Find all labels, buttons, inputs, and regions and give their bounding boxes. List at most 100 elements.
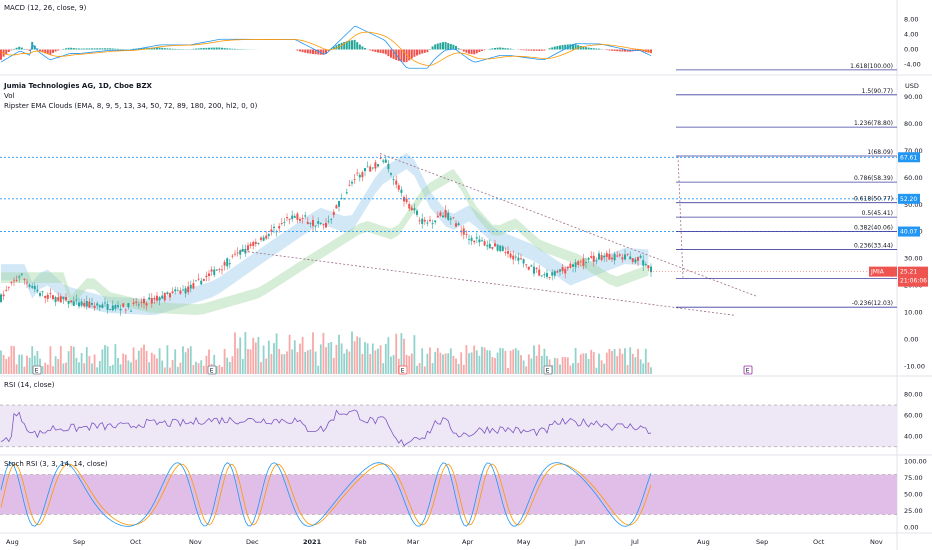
volume-bar xyxy=(423,366,426,374)
earnings-marker-box xyxy=(743,365,753,375)
candle-body xyxy=(205,275,208,278)
candle-body xyxy=(20,273,23,275)
earnings-marker-box xyxy=(398,365,408,375)
macd-histogram-bar xyxy=(317,49,320,55)
rsi-title[interactable]: RSI (14, close) xyxy=(4,381,55,389)
volume-bar xyxy=(616,356,619,374)
volume-bar xyxy=(59,346,62,374)
candle-body xyxy=(80,301,83,306)
candle-body xyxy=(26,282,28,284)
volume-bar xyxy=(234,332,236,374)
macd-histogram-bar xyxy=(452,44,455,50)
volume-bar xyxy=(384,343,387,374)
macd-histogram-bar xyxy=(494,48,496,50)
time-axis-tick: Jul xyxy=(630,538,639,546)
candle-body xyxy=(228,263,231,265)
candle-body xyxy=(535,267,538,269)
macd-histogram-bar xyxy=(49,49,52,55)
candle-body xyxy=(262,237,265,241)
volume-bar xyxy=(98,361,101,374)
candle-body xyxy=(577,261,580,266)
volume-bar xyxy=(504,350,507,374)
macd-histogram-bar xyxy=(358,44,361,50)
macd-histogram-bar xyxy=(533,49,535,51)
macd-histogram-bar xyxy=(496,47,499,50)
macd-histogram-bar xyxy=(400,49,403,62)
macd-histogram-bar xyxy=(335,45,338,50)
stoch-axis-tick: 75.00 xyxy=(904,474,923,482)
macd-histogram-bar xyxy=(522,49,525,51)
candle-body xyxy=(556,271,559,273)
candle-body xyxy=(5,290,8,291)
volume-title[interactable]: Vol xyxy=(4,92,15,100)
volume-bar xyxy=(361,353,364,374)
volume-bar xyxy=(582,353,585,374)
volume-bar xyxy=(215,366,218,374)
candle-body xyxy=(122,303,125,307)
candle-body xyxy=(265,235,268,239)
volume-bar xyxy=(608,348,611,374)
candle-body xyxy=(96,303,99,306)
volume-bar xyxy=(78,362,80,374)
volume-bar xyxy=(70,345,73,374)
candle-body xyxy=(46,294,49,299)
volume-bar xyxy=(483,347,486,374)
ema-clouds-title[interactable]: Ripster EMA Clouds (EMA, 8, 9, 5, 13, 34… xyxy=(4,102,258,110)
candle-body xyxy=(413,208,416,211)
volume-bar xyxy=(161,360,164,374)
volume-bar xyxy=(631,353,634,374)
macd-histogram-bar xyxy=(507,48,509,50)
macd-histogram-bar xyxy=(491,48,494,50)
candle-body xyxy=(15,280,18,281)
macd-histogram-bar xyxy=(314,49,317,55)
macd-histogram-bar xyxy=(551,47,554,50)
candle-body xyxy=(23,278,26,280)
volume-bar xyxy=(527,354,530,374)
candle-body xyxy=(561,267,564,272)
macd-histogram-bar xyxy=(143,48,145,50)
macd-histogram-bar xyxy=(39,49,41,51)
volume-bar xyxy=(564,357,567,374)
volume-bar xyxy=(306,350,309,374)
macd-histogram-bar xyxy=(306,49,309,54)
volume-bar xyxy=(348,351,351,374)
volume-bar xyxy=(75,357,78,374)
volume-bar xyxy=(418,363,421,374)
candle-body xyxy=(195,280,197,282)
candle-body xyxy=(364,168,366,172)
candle-body xyxy=(70,300,73,303)
volume-bar xyxy=(647,362,650,374)
candle-body xyxy=(512,255,515,260)
candle-body xyxy=(52,295,54,300)
volume-bar xyxy=(468,353,470,374)
volume-bar xyxy=(501,348,504,374)
volume-bar xyxy=(408,355,411,374)
volume-bar xyxy=(291,349,294,374)
earnings-marker-label: E xyxy=(210,368,214,375)
candle-body xyxy=(423,219,426,222)
macd-histogram-bar xyxy=(353,39,356,50)
macd-histogram-bar xyxy=(504,48,507,50)
macd-title[interactable]: MACD (12, 26, close, 9) xyxy=(4,4,87,12)
volume-bar xyxy=(543,348,546,374)
macd-histogram-bar xyxy=(616,49,619,52)
volume-bar xyxy=(507,367,509,374)
volume-bar xyxy=(470,352,473,374)
macd-histogram-bar xyxy=(41,49,44,53)
candle-body xyxy=(223,261,226,266)
candle-body xyxy=(124,309,127,311)
candle-body xyxy=(366,166,369,168)
candle-body xyxy=(200,280,203,285)
candle-body xyxy=(634,259,637,263)
stoch-title[interactable]: Stoch RSI (3, 3, 14, 14, close) xyxy=(4,460,108,468)
price-title[interactable]: Jumia Technologies AG, 1D, Cboe BZX xyxy=(3,82,153,90)
macd-histogram-bar xyxy=(200,48,203,50)
volume-bar xyxy=(288,334,291,374)
volume-bar xyxy=(629,347,632,374)
volume-bar xyxy=(403,338,405,374)
fib-level-label: 1.5(90.77) xyxy=(862,88,893,95)
earnings-marker-label: E xyxy=(35,368,39,375)
candle-body xyxy=(468,239,470,240)
candle-body xyxy=(642,260,645,266)
